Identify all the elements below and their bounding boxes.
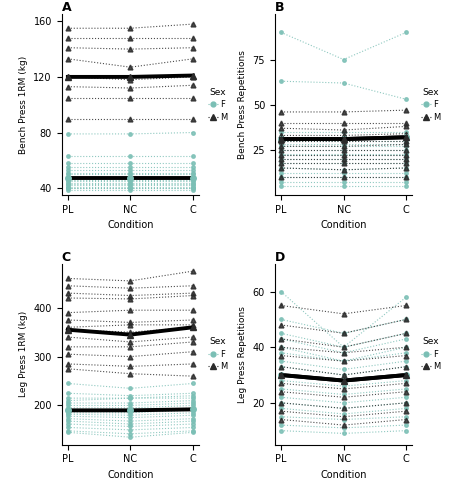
X-axis label: Condition: Condition (320, 220, 367, 230)
Y-axis label: Bench Press Repetitions: Bench Press Repetitions (238, 50, 247, 159)
Y-axis label: Leg Press 1RM (kg): Leg Press 1RM (kg) (19, 311, 28, 397)
X-axis label: Condition: Condition (107, 220, 154, 230)
Text: D: D (275, 251, 285, 264)
Legend: F, M: F, M (419, 86, 442, 123)
Y-axis label: Leg Press Repetitions: Leg Press Repetitions (238, 306, 247, 402)
Legend: F, M: F, M (419, 336, 442, 373)
Y-axis label: Bench Press 1RM (kg): Bench Press 1RM (kg) (19, 55, 28, 154)
Legend: F, M: F, M (206, 86, 229, 123)
Text: A: A (62, 1, 71, 14)
Text: C: C (62, 251, 71, 264)
Legend: F, M: F, M (206, 336, 229, 373)
X-axis label: Condition: Condition (320, 470, 367, 478)
X-axis label: Condition: Condition (107, 470, 154, 478)
Text: B: B (275, 1, 284, 14)
